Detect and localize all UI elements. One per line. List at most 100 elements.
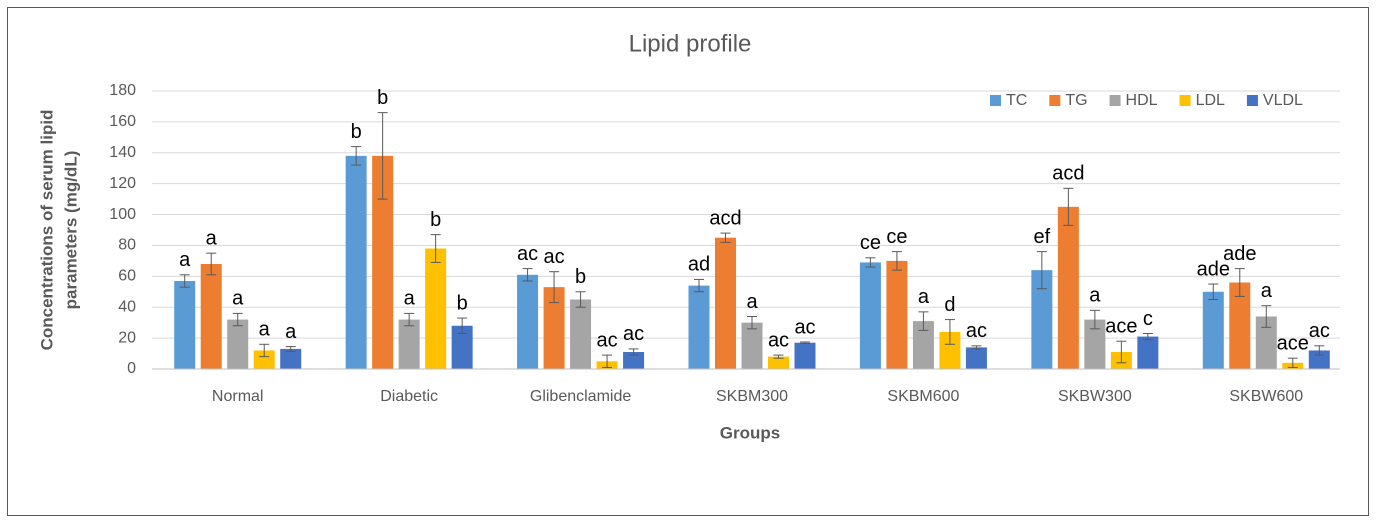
legend-swatch bbox=[1179, 95, 1191, 106]
chart-border bbox=[7, 7, 1369, 516]
bar bbox=[200, 263, 222, 369]
annotation: b bbox=[430, 209, 441, 231]
annotation: ac bbox=[966, 320, 987, 342]
bar bbox=[1229, 282, 1251, 369]
annotation: ac bbox=[623, 323, 644, 345]
x-tick-label: SKBW300 bbox=[1058, 388, 1132, 405]
annotation: b bbox=[351, 121, 362, 143]
x-tick-label: Diabetic bbox=[380, 388, 438, 405]
bar bbox=[345, 155, 367, 369]
legend-label: LDL bbox=[1196, 92, 1225, 109]
annotation: a bbox=[232, 288, 244, 310]
bar bbox=[688, 285, 710, 369]
bar bbox=[174, 280, 196, 369]
legend-swatch bbox=[990, 95, 1001, 106]
annotation: a bbox=[259, 319, 271, 341]
legend-swatch bbox=[1109, 95, 1121, 106]
annotation: b bbox=[377, 87, 388, 109]
annotation: ac bbox=[597, 329, 618, 351]
annotation: acd bbox=[1052, 163, 1084, 185]
bar bbox=[425, 248, 447, 369]
bar bbox=[965, 347, 987, 369]
annotation: a bbox=[206, 227, 218, 249]
bar bbox=[1308, 350, 1330, 369]
bar bbox=[543, 287, 565, 369]
y-tick-label: 20 bbox=[118, 329, 136, 346]
annotation: ac bbox=[1309, 320, 1330, 342]
x-tick-label: SKBM600 bbox=[887, 388, 959, 405]
y-tick-label: 160 bbox=[109, 113, 136, 130]
y-tick-label: 140 bbox=[109, 144, 136, 161]
bar bbox=[1031, 270, 1053, 369]
bar bbox=[1084, 319, 1106, 369]
y-tick-label: 0 bbox=[127, 360, 136, 377]
x-axis-label: Groups bbox=[720, 423, 780, 442]
bar bbox=[623, 352, 645, 369]
annotation: ad bbox=[688, 254, 710, 276]
y-tick-label: 120 bbox=[109, 175, 136, 192]
annotation: ade bbox=[1197, 258, 1230, 280]
annotation: ce bbox=[860, 232, 881, 254]
bar bbox=[741, 322, 763, 369]
legend-label: VLDL bbox=[1263, 92, 1303, 109]
bar bbox=[372, 155, 394, 369]
y-tick-label: 180 bbox=[109, 82, 136, 99]
bar bbox=[1202, 291, 1224, 369]
x-tick-label: Normal bbox=[212, 388, 264, 405]
y-axis-label: parameters (mg/dL) bbox=[61, 151, 80, 310]
annotation: ce bbox=[886, 226, 907, 248]
annotation: a bbox=[404, 288, 416, 310]
y-tick-label: 80 bbox=[118, 237, 136, 254]
bar bbox=[1137, 336, 1159, 369]
annotation: d bbox=[944, 294, 955, 316]
annotation: ac bbox=[544, 246, 565, 268]
y-tick-label: 60 bbox=[118, 268, 136, 285]
bar bbox=[715, 237, 736, 369]
annotation: b bbox=[575, 266, 586, 288]
annotation: a bbox=[285, 321, 297, 343]
bar bbox=[859, 262, 881, 369]
annotation: ade bbox=[1223, 243, 1256, 265]
annotation: c bbox=[1143, 308, 1153, 330]
bar bbox=[1057, 206, 1079, 369]
legend-label: TC bbox=[1006, 92, 1027, 109]
annotation: ac bbox=[794, 316, 815, 338]
bar bbox=[570, 299, 592, 369]
y-tick-label: 100 bbox=[109, 206, 136, 223]
bar bbox=[1255, 316, 1277, 369]
y-tick-label: 40 bbox=[118, 298, 136, 315]
x-tick-label: Glibenclamide bbox=[530, 388, 631, 405]
legend-swatch bbox=[1246, 95, 1258, 106]
annotation: a bbox=[179, 249, 191, 271]
annotation: ac bbox=[768, 329, 789, 351]
bar bbox=[253, 350, 275, 369]
bar bbox=[886, 260, 908, 369]
annotation: a bbox=[1089, 285, 1101, 307]
bar bbox=[398, 319, 420, 369]
chart-title: Lipid profile bbox=[629, 30, 752, 57]
bar bbox=[517, 274, 539, 369]
y-axis-label: Concentrations of serum lipid bbox=[37, 110, 56, 351]
annotation: acd bbox=[709, 207, 741, 229]
bar bbox=[768, 356, 789, 369]
annotation: a bbox=[918, 286, 930, 308]
annotation: b bbox=[457, 292, 468, 314]
annotation: ace bbox=[1105, 315, 1137, 337]
annotation: a bbox=[746, 291, 758, 313]
annotation: ace bbox=[1277, 332, 1309, 354]
legend-swatch bbox=[1049, 95, 1061, 106]
x-tick-label: SKBW600 bbox=[1229, 388, 1303, 405]
bar bbox=[912, 321, 934, 369]
bar bbox=[794, 342, 816, 369]
bar bbox=[227, 319, 249, 369]
bar bbox=[939, 331, 961, 369]
annotation: ac bbox=[517, 243, 538, 265]
bar bbox=[451, 325, 473, 369]
annotation: a bbox=[1261, 280, 1273, 302]
legend-label: TG bbox=[1065, 92, 1087, 109]
x-tick-label: SKBM300 bbox=[716, 388, 788, 405]
bar bbox=[280, 348, 302, 369]
legend-label: HDL bbox=[1126, 92, 1158, 109]
annotation: ef bbox=[1034, 226, 1051, 248]
